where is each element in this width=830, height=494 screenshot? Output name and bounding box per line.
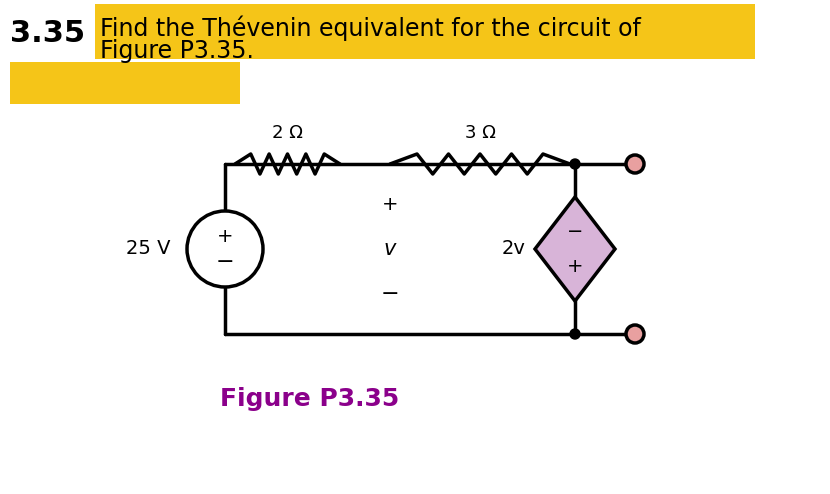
Circle shape [187,211,263,287]
Text: −: − [381,284,399,304]
Text: +: + [217,227,233,246]
FancyBboxPatch shape [95,4,755,59]
Polygon shape [535,197,615,301]
Circle shape [626,325,644,343]
Circle shape [570,329,580,339]
Text: Figure P3.35.: Figure P3.35. [100,39,254,63]
Text: 25 V: 25 V [125,240,170,258]
Text: −: − [567,221,583,241]
Text: +: + [382,195,398,213]
Text: Figure P3.35: Figure P3.35 [221,387,399,411]
Text: Find the Thévenin equivalent for the circuit of: Find the Thévenin equivalent for the cir… [100,16,641,41]
FancyBboxPatch shape [10,62,240,104]
Circle shape [570,159,580,169]
Text: +: + [567,257,583,277]
Text: −: − [216,252,234,272]
Text: 2v: 2v [501,240,525,258]
Text: 3.35: 3.35 [10,19,85,48]
Text: v: v [383,239,396,259]
Circle shape [626,155,644,173]
Text: 3 Ω: 3 Ω [465,124,496,142]
Text: 2 Ω: 2 Ω [272,124,303,142]
